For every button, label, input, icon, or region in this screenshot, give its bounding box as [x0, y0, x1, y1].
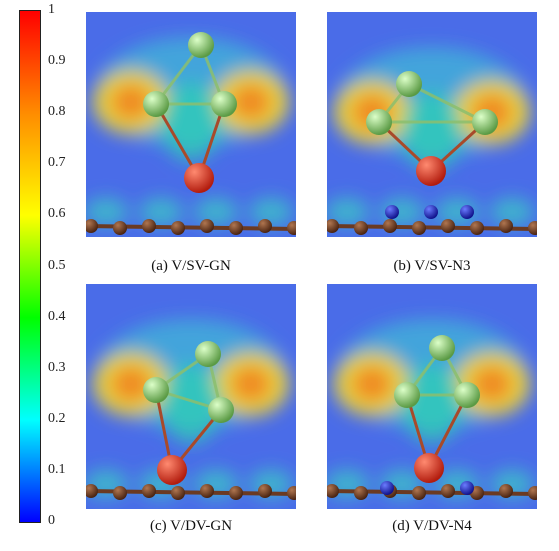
colorbar-tick-label: 0.4 [48, 308, 66, 324]
caption-b: (b) V/SV-N3 [393, 258, 471, 274]
panel-c [86, 284, 296, 509]
colorbar-tick-label: 0.1 [48, 461, 66, 477]
panel-a [86, 12, 296, 237]
colorbar-tick-label: 0.9 [48, 53, 66, 69]
panel-d [327, 284, 537, 509]
colorbar-tick-label: 0.3 [48, 359, 66, 375]
colorbar-gradient [19, 10, 41, 523]
colorbar-tick-label: 0 [48, 513, 55, 528]
caption-a: (a) V/SV-GN [151, 258, 231, 274]
colorbar-tick-label: 0.8 [48, 104, 66, 120]
colorbar-tick-label: 0.5 [48, 257, 66, 273]
colorbar-tick-label: 0.6 [48, 206, 66, 222]
colorbar-tick-label: 0.7 [48, 155, 66, 171]
panel-b [327, 12, 537, 237]
caption-c: (c) V/DV-GN [149, 518, 233, 534]
colorbar-tick-label: 1 [48, 2, 55, 17]
caption-d: (d) V/DV-N4 [392, 518, 472, 534]
colorbar-tick-label: 0.2 [48, 410, 66, 426]
